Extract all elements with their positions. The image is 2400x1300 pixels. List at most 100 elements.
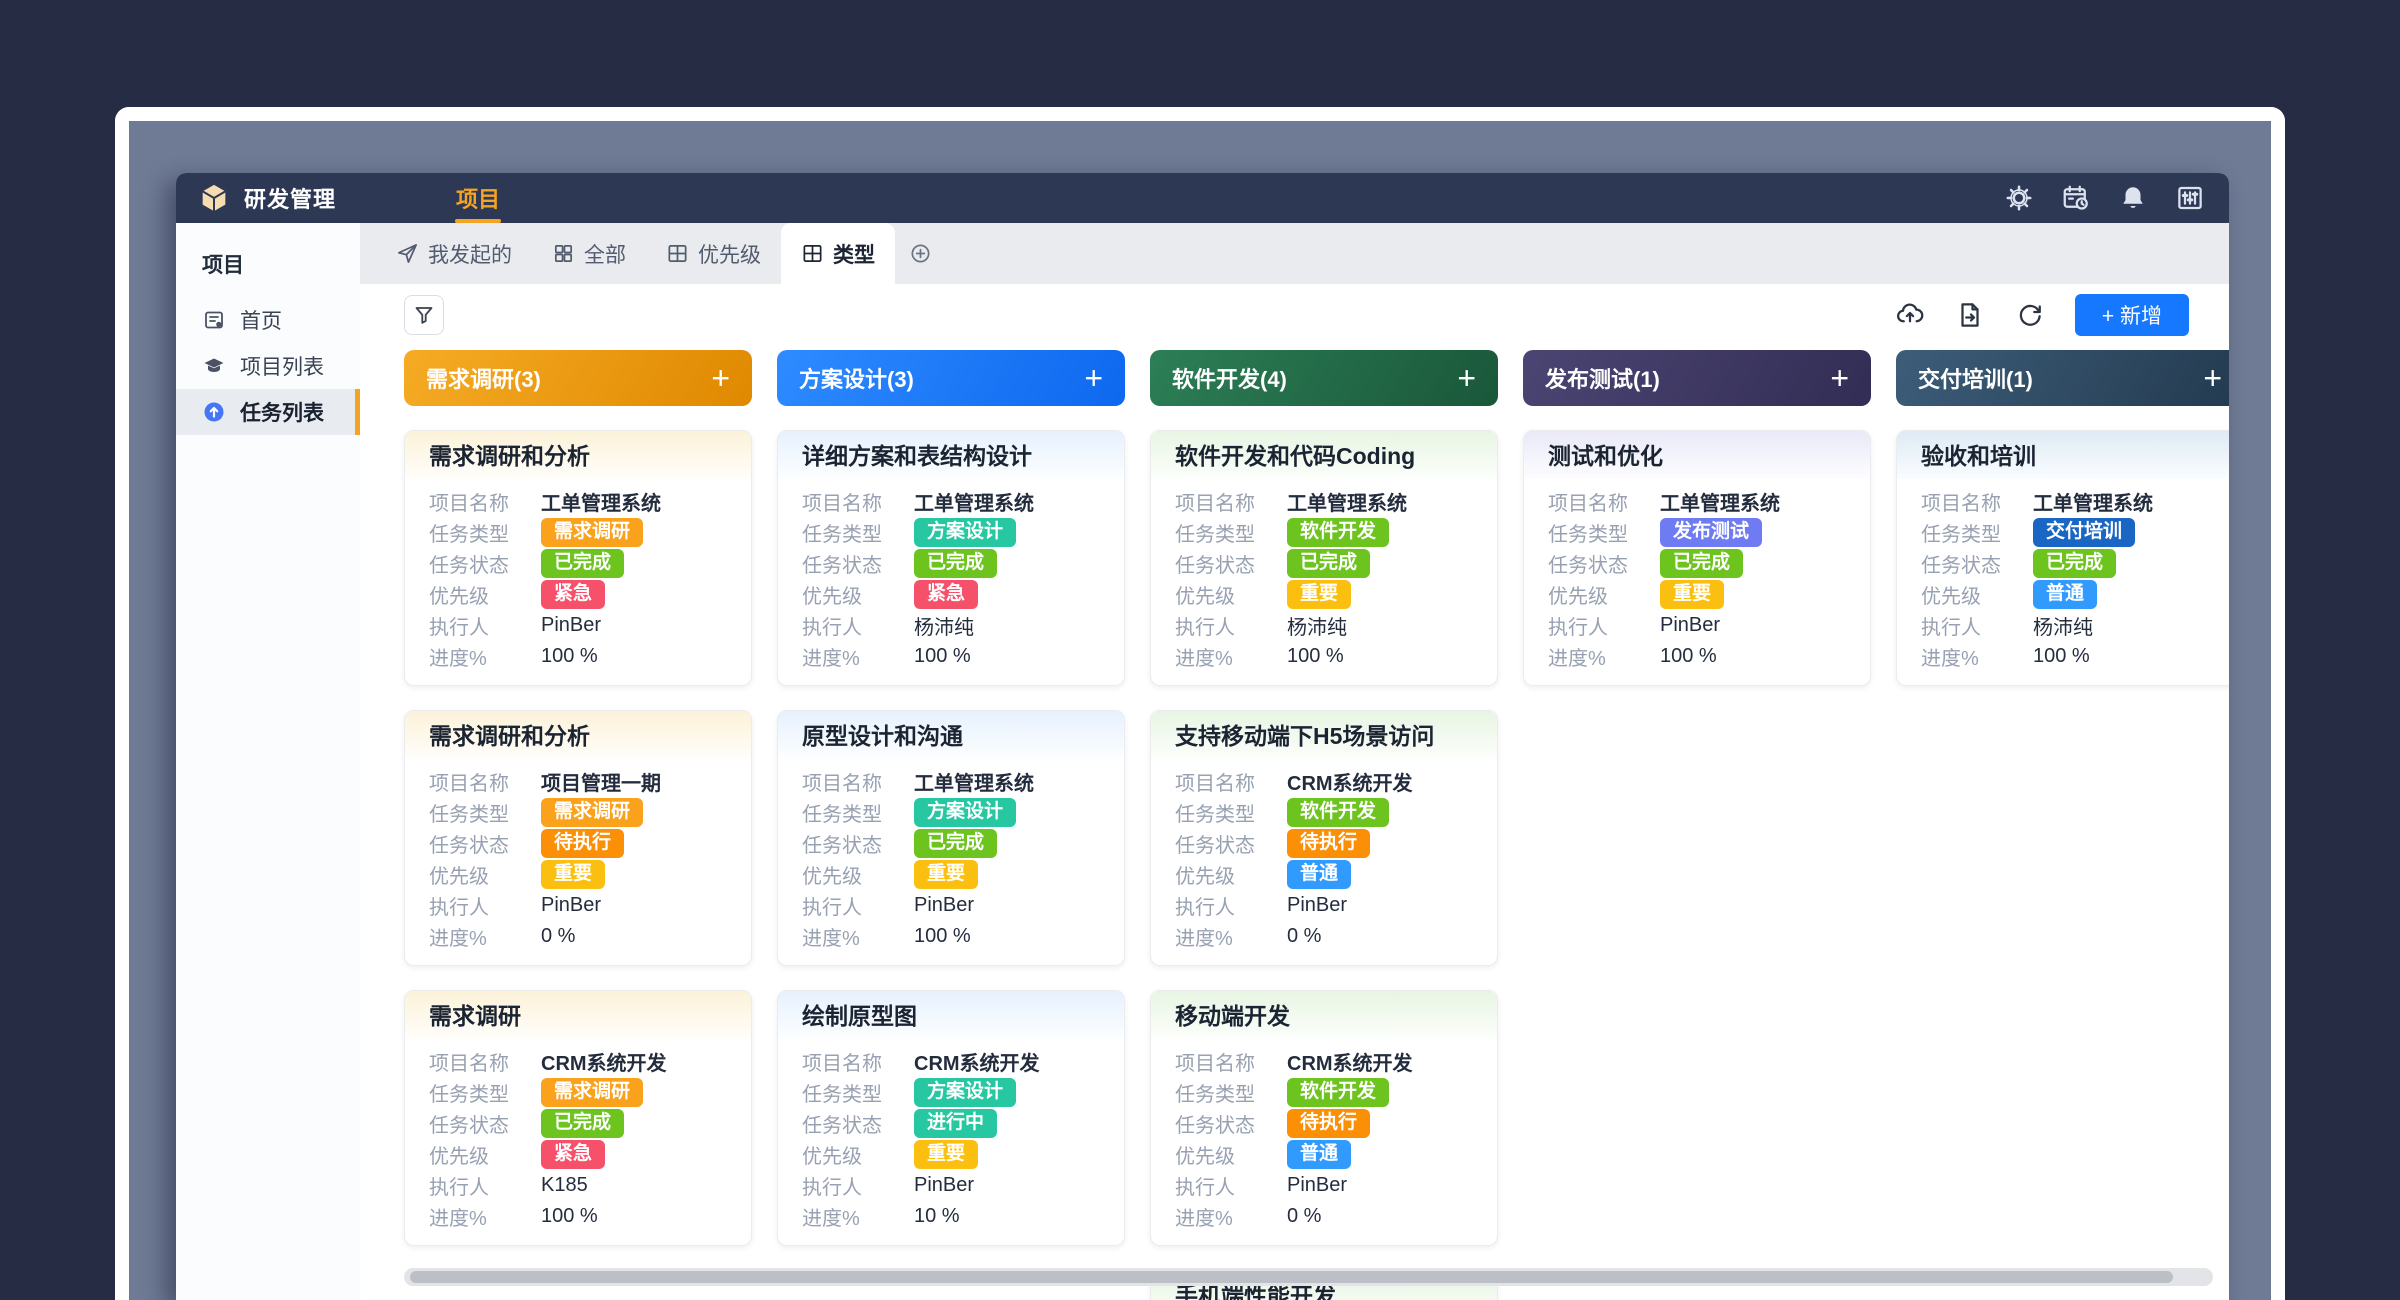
status-badge: 已完成: [914, 549, 998, 578]
priority-badge: 重要: [1287, 580, 1352, 609]
task-card[interactable]: 需求调研 项目名称 CRM系统开发 任务类型 需求调研 任务状态 已完成 优先级 紧急 执行人 K…: [404, 990, 752, 1246]
type-badge: 需求调研: [541, 518, 644, 547]
task-card[interactable]: 需求调研和分析 项目名称 工单管理系统 任务类型 需求调研 任务状态 已完成 优先级 紧急 执行…: [404, 430, 752, 686]
view-tab-2[interactable]: 全部: [532, 223, 646, 284]
card-field-row: 进度% 0 %: [1175, 921, 1473, 952]
field-label: 优先级: [802, 586, 862, 608]
card-field-row: 优先级 紧急: [429, 1139, 727, 1170]
kanban-column: 需求调研(3) + 需求调研和分析 项目名称 工单管理系统 任务类型 需求调研 任务状态…: [404, 350, 752, 1300]
task-card[interactable]: 详细方案和表结构设计 项目名称 工单管理系统 任务类型 方案设计 任务状态 已完成 优先级 紧…: [777, 430, 1125, 686]
card-title: 验收和培训: [1897, 431, 2229, 479]
sidebar-item-label: 首页: [240, 310, 282, 333]
card-title: 原型设计和沟通: [778, 711, 1124, 759]
assignee-value: 杨沛纯: [1287, 617, 1347, 639]
card-field-row: 任务类型 需求调研: [429, 1077, 727, 1108]
card-field-row: 项目名称 CRM系统开发: [802, 1046, 1100, 1077]
field-label: 进度%: [802, 928, 860, 950]
card-field-row: 进度% 100 %: [1175, 641, 1473, 672]
column-add-plus-icon[interactable]: +: [1457, 360, 1476, 396]
view-tab-3[interactable]: 优先级: [646, 223, 781, 284]
column-add-plus-icon[interactable]: +: [2203, 360, 2222, 396]
card-field-row: 项目名称 工单管理系统: [1921, 486, 2219, 517]
calendar-schedule-icon[interactable]: [2061, 183, 2091, 213]
priority-badge: 重要: [541, 860, 606, 889]
status-badge: 待执行: [1287, 1109, 1371, 1138]
workbench-apps-icon[interactable]: [2175, 183, 2205, 213]
column-add-plus-icon[interactable]: +: [711, 360, 730, 396]
card-title: 测试和优化: [1524, 431, 1870, 479]
project-value: 工单管理系统: [1660, 493, 1780, 515]
project-value: 工单管理系统: [2033, 493, 2153, 515]
horizontal-scrollbar-thumb[interactable]: [410, 1271, 2173, 1283]
grid-icon: [554, 244, 573, 263]
refresh-icon[interactable]: [2015, 300, 2045, 330]
settings-gear-icon[interactable]: [2004, 183, 2034, 213]
field-label: 任务状态: [1548, 555, 1628, 577]
column-title: 软件开发(4): [1172, 367, 1287, 392]
app-logo-cube-icon: [198, 182, 230, 214]
sidebar-section-title: 项目: [202, 254, 244, 277]
app-body: 项目 首页 项目列表 任务列表 我发起的 全部 优先级 类型: [176, 223, 2229, 1300]
horizontal-scrollbar-track[interactable]: [404, 1268, 2213, 1286]
task-card[interactable]: 需求调研和分析 项目名称 项目管理一期 任务类型 需求调研 任务状态 待执行 优先级 重要 执行…: [404, 710, 752, 966]
clipped-field-row: 合同编号 XBHT20220380001: [777, 1287, 1125, 1300]
field-label: 进度%: [429, 1208, 487, 1230]
column-cards: 验收和培训 项目名称 工单管理系统 任务类型 交付培训 任务状态 已完成 优先级 普通 执行人 杨…: [1896, 430, 2229, 686]
column-add-plus-icon[interactable]: +: [1830, 360, 1849, 396]
field-label: 任务状态: [802, 555, 882, 577]
column-title: 需求调研(3): [426, 367, 541, 392]
field-label: 执行人: [1175, 1177, 1235, 1199]
task-card[interactable]: 支持移动端下H5场景访问 项目名称 CRM系统开发 任务类型 软件开发 任务状态 待执行优…: [1150, 710, 1498, 966]
progress-value: 0 %: [541, 925, 576, 947]
field-label: 进度%: [429, 928, 487, 950]
field-label: 执行人: [802, 897, 862, 919]
card-field-row: 优先级 重要: [802, 859, 1100, 890]
task-card[interactable]: 原型设计和沟通 项目名称 工单管理系统 任务类型 方案设计 任务状态 已完成 优先级 重要 执行…: [777, 710, 1125, 966]
field-label: 项目名称: [429, 773, 509, 795]
view-tab-4[interactable]: 类型: [781, 223, 895, 284]
notifications-bell-icon[interactable]: [2118, 183, 2148, 213]
task-card[interactable]: 测试和优化 项目名称 工单管理系统 任务类型 发布测试 任务状态 已完成 优先级 重要 执行人 P…: [1523, 430, 1871, 686]
field-label: 优先级: [1175, 586, 1235, 608]
field-label: 任务状态: [1175, 1115, 1255, 1137]
column-header: 交付培训(1) +: [1896, 350, 2229, 406]
view-tab-label: 类型: [833, 243, 875, 267]
cloud-upload-icon[interactable]: [1895, 300, 1925, 330]
export-file-icon[interactable]: [1955, 300, 1985, 330]
add-task-button[interactable]: + 新增: [2074, 294, 2189, 336]
sidebar-item-task-list[interactable]: 任务列表: [176, 389, 360, 435]
card-field-row: 项目名称 CRM系统开发: [1175, 1046, 1473, 1077]
card-title: 支持移动端下H5场景访问: [1151, 711, 1497, 759]
priority-badge: 紧急: [914, 580, 979, 609]
field-label: 项目名称: [802, 1053, 882, 1075]
task-card[interactable]: 验收和培训 项目名称 工单管理系统 任务类型 交付培训 任务状态 已完成 优先级 普通 执行人 杨…: [1896, 430, 2229, 686]
card-field-row: 执行人 PinBer: [802, 890, 1100, 921]
sidebar-item-home[interactable]: 首页: [176, 297, 360, 343]
app-header: 研发管理 项目: [176, 173, 2229, 223]
task-card[interactable]: 软件开发和代码Coding 项目名称 工单管理系统 任务类型 软件开发 任务状态 已完成优…: [1150, 430, 1498, 686]
field-label: 优先级: [429, 586, 489, 608]
card-title: 绘制原型图: [778, 991, 1124, 1039]
card-field-row: 项目名称 工单管理系统: [1175, 486, 1473, 517]
task-card[interactable]: 绘制原型图 项目名称 CRM系统开发 任务类型 方案设计 任务状态 进行中 优先级 重要 执行人…: [777, 990, 1125, 1246]
field-label: 任务类型: [429, 804, 509, 826]
progress-value: 0 %: [1287, 1205, 1322, 1227]
task-arrow-icon: [204, 402, 224, 422]
toolbar: + 新增: [360, 284, 2229, 346]
column-add-plus-icon[interactable]: +: [1084, 360, 1103, 396]
card-field-row: 执行人 PinBer: [802, 1170, 1100, 1201]
app-title: 研发管理: [244, 187, 337, 212]
add-view-tab[interactable]: [895, 223, 946, 284]
assignee-value: PinBer: [914, 1174, 975, 1196]
nav-item-projects[interactable]: 项目: [448, 173, 508, 223]
project-value: CRM系统开发: [1287, 773, 1413, 795]
status-badge: 已完成: [1287, 549, 1371, 578]
card-field-row: 执行人 PinBer: [1175, 1170, 1473, 1201]
card-body: 项目名称 工单管理系统 任务类型 方案设计 任务状态 已完成 优先级 重要 执行人 PinBer 进…: [778, 759, 1124, 965]
task-card[interactable]: 移动端开发 项目名称 CRM系统开发 任务类型 软件开发 任务状态 待执行 优先级 普通 执行人…: [1150, 990, 1498, 1246]
sidebar-item-project-list[interactable]: 项目列表: [176, 343, 360, 389]
field-label: 项目名称: [1921, 493, 2001, 515]
view-tab-1[interactable]: 我发起的: [376, 223, 532, 284]
card-title: 需求调研: [405, 991, 751, 1039]
filter-funnel-button[interactable]: [404, 295, 444, 335]
